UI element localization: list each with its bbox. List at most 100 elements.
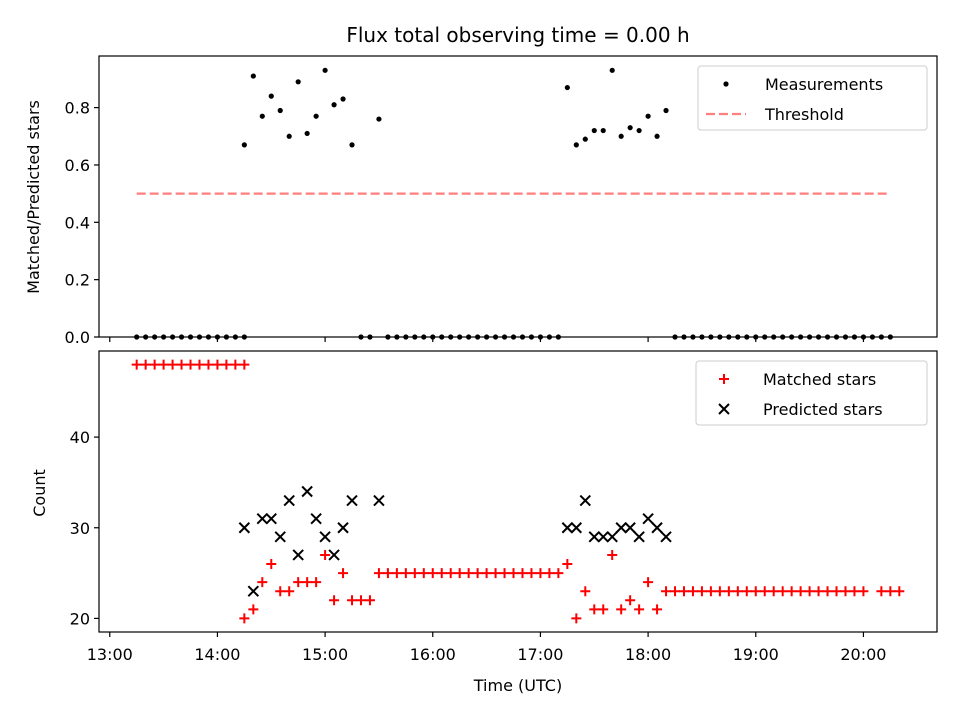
data-point [589,604,600,615]
data-point [340,96,346,102]
data-point [588,531,600,543]
data-point [580,586,591,597]
data-point [248,604,259,615]
data-point [573,142,579,148]
data-point [472,568,483,579]
data-point [553,568,564,579]
data-point [517,568,528,579]
data-point [239,359,250,370]
plot-area [131,359,905,624]
data-point [670,586,681,597]
data-point [643,577,654,588]
data-point [329,595,340,606]
data-point [705,586,716,597]
data-point [634,604,645,615]
y-tick-label: 30 [70,519,90,538]
data-point [481,568,492,579]
data-point [732,586,743,597]
data-point [627,125,633,131]
data-point [597,531,609,543]
x-tick-label: 19:00 [733,645,779,664]
data-point [652,604,663,615]
data-point [376,116,382,122]
x-tick-label: 17:00 [517,645,563,664]
data-point [582,136,588,142]
data-point [250,73,256,79]
data-point [885,586,896,597]
data-point [301,485,313,498]
data-point [268,93,274,99]
data-point [606,531,618,543]
data-point [660,531,672,543]
bottom-panel: Count Time (UTC) 20 30 40 13:00 14:00 15:00 16… [30,350,938,695]
legend-label: Measurements [765,75,883,94]
data-point [463,568,474,579]
data-point [618,133,624,139]
data-point [400,568,411,579]
legend-box [695,360,928,426]
data-point [624,522,636,534]
data-point [409,568,420,579]
data-point [625,595,636,606]
data-point [331,102,337,108]
data-point [876,586,887,597]
data-point [795,586,806,597]
data-point [570,522,583,534]
axes-frame [98,350,938,633]
data-point [499,568,510,579]
data-point [813,586,824,597]
data-point [840,586,851,597]
series-predicted-stars [238,485,672,597]
data-point [571,613,582,624]
data-point [284,586,295,597]
data-point [295,79,301,85]
data-point [259,113,265,119]
data-point [633,531,645,543]
data-point [849,586,860,597]
data-point [239,613,250,624]
y-tick-label: 40 [70,428,90,447]
data-point [311,577,322,588]
data-point [304,130,310,137]
data-point [418,568,429,579]
y-tick-label: 0.0 [65,328,90,347]
data-point [723,586,734,597]
data-point [427,568,438,579]
data-point [607,549,618,560]
data-point [615,522,627,534]
x-tick-label: 13:00 [87,645,133,664]
data-point [256,512,269,525]
x-tick-label: 20:00 [840,645,886,664]
legend: Matched stars Predicted stars [695,360,928,426]
data-point [714,586,725,597]
data-point [687,586,698,597]
legend-label: Predicted stars [763,400,883,419]
bottom-y-axis-label: Count [30,469,49,517]
data-point [265,512,277,525]
data-point [322,67,328,73]
data-point [313,113,319,119]
data-point [283,494,295,507]
data-point [544,568,555,579]
data-point [654,133,660,139]
data-point [364,595,375,606]
data-point [579,494,591,507]
data-point [663,107,669,114]
data-point [894,586,905,597]
legend-marker [723,81,729,87]
data-point [247,585,260,597]
data-point [696,586,707,597]
chart-title: Flux total observing time = 0.00 h [346,23,689,47]
data-point [221,359,232,370]
data-point [140,359,151,370]
data-point [293,577,304,588]
data-point [292,549,304,561]
data-point [777,586,788,597]
data-point [535,568,546,579]
data-point [661,586,672,597]
data-point [391,568,402,579]
y-tick-label: 20 [70,609,90,628]
x-tick-label: 18:00 [625,645,671,664]
data-point [831,586,842,597]
